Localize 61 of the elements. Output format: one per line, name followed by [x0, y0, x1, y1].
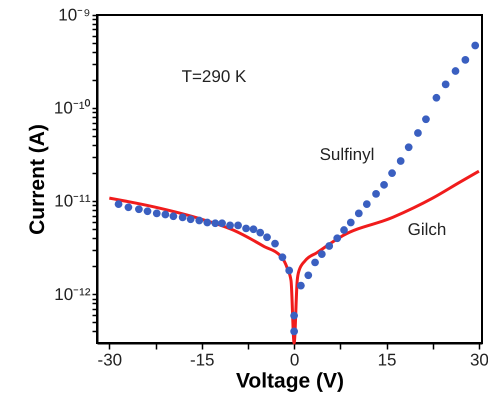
point [203, 218, 212, 226]
point [304, 271, 312, 280]
x-tick-label: 0 [290, 350, 300, 370]
point [234, 222, 242, 230]
point [290, 312, 298, 320]
point [256, 228, 264, 236]
point [461, 56, 470, 64]
point [263, 233, 271, 242]
point [178, 214, 186, 222]
point [211, 219, 220, 228]
point [124, 203, 132, 212]
point [372, 190, 380, 198]
point [362, 200, 371, 208]
point [242, 224, 250, 232]
point [218, 219, 226, 228]
point [340, 226, 348, 234]
point [278, 253, 286, 262]
point [195, 216, 204, 224]
point [422, 115, 430, 124]
point [162, 210, 170, 218]
point [152, 210, 161, 218]
point [144, 207, 152, 216]
y-tick-label: 10⁻¹² [54, 284, 91, 304]
point [354, 210, 363, 218]
point [250, 225, 258, 234]
series-label: Sulfinyl [320, 145, 374, 164]
line-series [108, 170, 480, 344]
point [135, 205, 143, 214]
point [432, 94, 440, 102]
x-tick-label: 30 [470, 350, 488, 370]
point [414, 129, 422, 137]
point [271, 240, 279, 248]
y-tick-label: 10⁻¹⁰ [54, 98, 90, 118]
point [471, 42, 480, 50]
x-tick-label: 15 [378, 350, 396, 370]
point [452, 67, 460, 75]
y-tick-label: 10⁻⁹ [58, 6, 90, 24]
x-tick-label: -15 [190, 350, 215, 370]
x-tick-label: -30 [98, 350, 122, 370]
point [404, 143, 413, 152]
point [380, 180, 388, 189]
point [396, 157, 405, 165]
point [186, 215, 195, 224]
point [226, 222, 234, 230]
point [318, 250, 326, 258]
annotation: T=290 K [182, 67, 248, 86]
point [442, 80, 450, 88]
point [114, 200, 122, 208]
y-axis-title: Current (A) [26, 124, 49, 235]
point [290, 328, 298, 336]
point [333, 234, 342, 242]
point [285, 266, 294, 274]
point [325, 242, 334, 250]
point [346, 218, 355, 226]
y-tick-label: 10⁻¹¹ [54, 192, 91, 211]
series-label: Gilch [408, 220, 446, 239]
x-axis-title: Voltage (V) [236, 370, 344, 392]
point [311, 258, 319, 266]
point [170, 212, 178, 220]
point [297, 282, 305, 290]
point [388, 169, 396, 178]
